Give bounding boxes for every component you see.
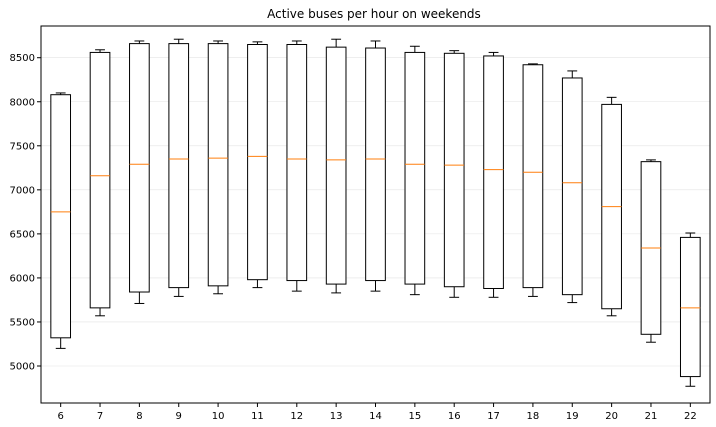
box-group xyxy=(561,70,583,304)
x-tick-label: 22 xyxy=(684,411,697,422)
box-iqr xyxy=(522,64,544,289)
box-iqr xyxy=(286,43,308,282)
box-iqr xyxy=(404,51,426,285)
box-group xyxy=(483,51,504,298)
box-group xyxy=(207,40,229,295)
y-tick-label: 6000 xyxy=(10,273,35,284)
box-group xyxy=(325,38,347,294)
x-tick-label: 13 xyxy=(330,411,343,422)
x-tick-label: 17 xyxy=(487,411,500,422)
x-tick-label: 16 xyxy=(448,411,461,422)
box-group xyxy=(601,96,622,317)
x-tick-label: 11 xyxy=(251,411,264,422)
box-group xyxy=(365,40,386,292)
y-tick-label: 7500 xyxy=(10,141,35,152)
box-iqr xyxy=(679,236,701,378)
x-tick-label: 6 xyxy=(57,411,63,422)
x-tick-label: 21 xyxy=(645,411,658,422)
box-iqr xyxy=(325,46,347,285)
y-tick-label: 7000 xyxy=(10,185,35,196)
chart-title: Active buses per hour on weekends xyxy=(267,7,481,21)
box-group xyxy=(404,45,426,296)
box-group xyxy=(129,40,150,304)
box-layer xyxy=(50,38,701,387)
y-tick-label: 6500 xyxy=(10,229,35,240)
y-tick-label: 8000 xyxy=(10,97,35,108)
x-tick-label: 19 xyxy=(566,411,579,422)
x-tick-label: 7 xyxy=(97,411,103,422)
x-tick-label: 10 xyxy=(212,411,225,422)
box-group xyxy=(443,50,465,298)
box-group xyxy=(522,63,544,297)
x-tick-label: 9 xyxy=(176,411,182,422)
box-group xyxy=(286,40,308,292)
x-tick-label: 12 xyxy=(290,411,303,422)
box-group xyxy=(640,159,662,343)
box-group xyxy=(168,38,190,297)
box-iqr xyxy=(443,52,465,288)
box-group xyxy=(247,41,268,289)
x-axis: 6 7 8 9 10 11 12 13 14 15 16 17 18 19 20 21 22 xyxy=(57,403,697,422)
x-tick-label: 18 xyxy=(527,411,540,422)
y-tick-label: 5000 xyxy=(10,362,35,373)
box-iqr xyxy=(247,43,268,281)
box-iqr xyxy=(207,43,229,287)
box-iqr xyxy=(129,43,150,293)
y-tick-label: 5500 xyxy=(10,317,35,328)
x-tick-label: 15 xyxy=(408,411,421,422)
box-iqr xyxy=(89,51,111,309)
box-iqr xyxy=(365,47,386,282)
box-iqr xyxy=(483,55,504,289)
x-tick-label: 14 xyxy=(369,411,382,422)
box-group xyxy=(50,92,72,349)
box-group xyxy=(89,49,111,317)
y-axis: 5000 5500 6000 6500 7000 7500 8000 8500 xyxy=(10,53,41,373)
box-iqr xyxy=(50,94,72,339)
y-tick-label: 8500 xyxy=(10,53,35,64)
box-iqr xyxy=(561,77,583,296)
box-iqr xyxy=(168,43,190,289)
x-tick-label: 20 xyxy=(605,411,618,422)
box-group xyxy=(679,232,701,387)
x-tick-label: 8 xyxy=(136,411,142,422)
